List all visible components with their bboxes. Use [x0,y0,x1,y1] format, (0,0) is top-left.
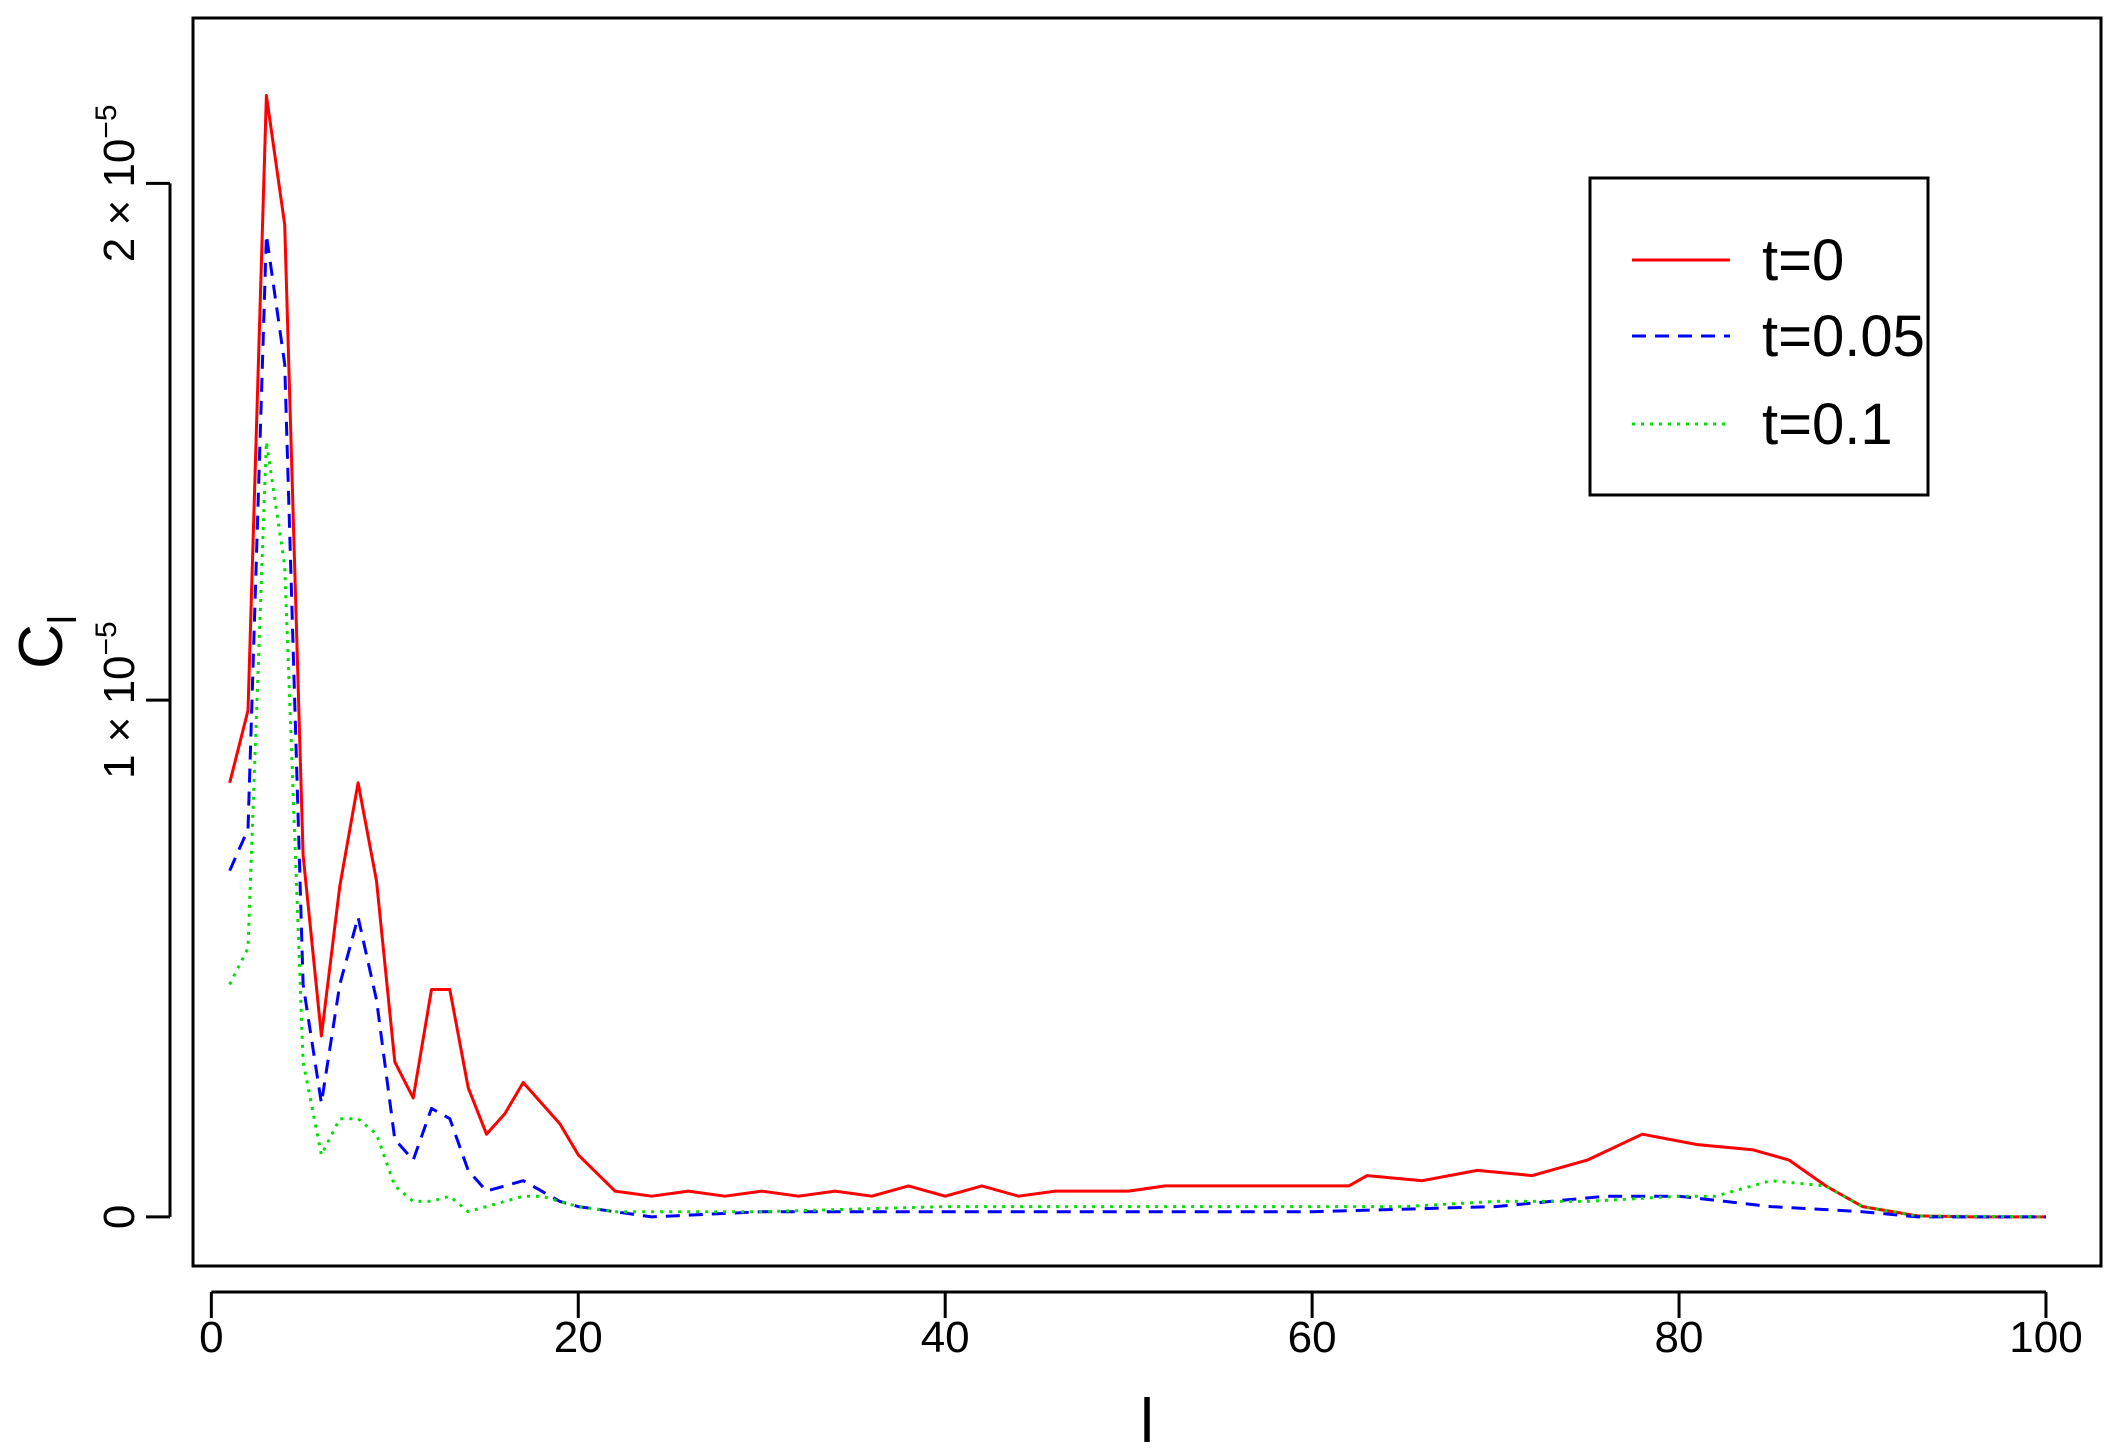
y-tick-label: 2 × 10−5 [90,104,144,262]
legend-label-t0: t=0 [1762,228,1844,293]
y-axis-title-subscript: l [41,615,85,624]
legend: t=0 t=0.05 t=0.1 [1588,176,1930,497]
svg-text:1 × 10−5: 1 × 10−5 [90,621,144,779]
y-tick-label: 0 [95,1205,144,1229]
legend-box [1588,176,1930,497]
x-tick-label: 80 [1655,1313,1704,1362]
y-tick-label: 1 × 10−5 [90,621,144,779]
x-tick-label: 40 [921,1313,970,1362]
legend-label-t01: t=0.1 [1762,392,1893,457]
svg-text:0: 0 [95,1205,144,1229]
y-axis-title-main: C [7,624,76,669]
svg-text:Cl: Cl [7,615,85,669]
series-layer [228,94,2047,1219]
series-line-0 [228,94,2046,1219]
y-axis: 0 1 × 10−5 2 × 10−5 [90,104,172,1229]
svg-text:2 × 10−5: 2 × 10−5 [90,104,144,262]
x-tick-label: 20 [554,1313,603,1362]
x-tick-label: 0 [199,1313,223,1362]
x-tick-label: 60 [1288,1313,1337,1362]
series-line-2 [228,440,2047,1219]
x-tick-label: 100 [2009,1313,2082,1362]
x-axis-title: l [1140,1387,1154,1456]
plot-frame [191,16,2103,1268]
legend-label-t005: t=0.05 [1762,304,1925,369]
y-axis-title: Cl [7,615,85,669]
x-axis: 0 20 40 60 80 100 [199,1290,2083,1362]
series-line-1 [228,233,2046,1219]
